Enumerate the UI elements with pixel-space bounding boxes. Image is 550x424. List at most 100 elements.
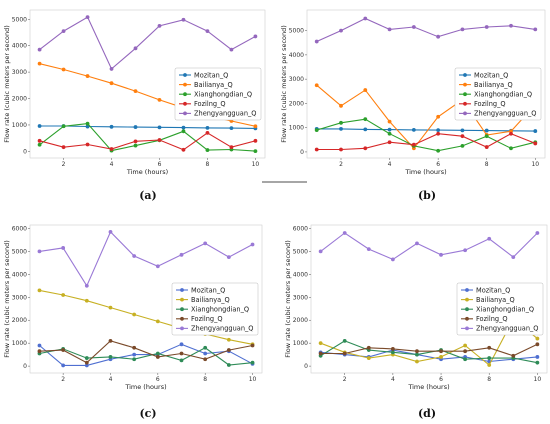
x-tick-label: 10	[252, 161, 260, 168]
data-point	[179, 358, 184, 363]
x-axis-label: Time (hours)	[404, 168, 446, 176]
legend-marker	[183, 111, 187, 116]
y-tick-label: 0	[23, 363, 27, 370]
legend-marker	[465, 288, 469, 292]
data-point	[205, 125, 210, 130]
series-line-Zhengyangguan_Q	[320, 232, 538, 261]
data-point	[318, 249, 323, 254]
legend-marker	[465, 297, 469, 302]
series-line-Fozilng_Q	[39, 340, 253, 364]
data-point	[226, 337, 231, 342]
data-point	[205, 148, 210, 152]
data-point	[533, 141, 538, 146]
data-point	[61, 29, 66, 34]
data-point	[314, 83, 319, 88]
data-point	[487, 356, 492, 360]
data-point	[253, 149, 258, 154]
data-point	[387, 140, 392, 145]
y-axis-label: Flow rate (cubic meters per second)	[3, 25, 11, 143]
legend	[454, 67, 542, 121]
series-line-Mozitan_Q	[39, 125, 256, 129]
data-point	[339, 103, 343, 108]
data-point	[314, 39, 319, 44]
data-point	[157, 138, 162, 142]
series-line-Mozitan_Q	[316, 128, 536, 132]
legend-marker	[180, 326, 184, 331]
chart-panel-3: 0 1000 2000 3000 4000 5000 6000 2 4 6 8 10 Time (hou…	[3, 224, 263, 420]
data-point	[533, 129, 538, 133]
legend-entry: Zhengyangguan_Q	[194, 110, 257, 118]
data-point	[155, 319, 160, 324]
data-point	[132, 352, 137, 357]
data-point	[179, 342, 184, 347]
data-point	[37, 47, 42, 52]
legend-entry: Zhengyangguan_Q	[191, 325, 254, 333]
legend-entry: Fozilng_Q	[194, 100, 226, 108]
data-point	[509, 23, 513, 28]
series-line-Zhengyangguan_Q	[316, 17, 536, 43]
data-point	[436, 128, 441, 132]
data-point	[363, 146, 368, 151]
data-point	[109, 124, 114, 129]
y-axis-label: Flow rate (cubic meters per second)	[280, 25, 288, 143]
y-tick-label: 4000	[289, 52, 304, 59]
data-point	[511, 353, 516, 358]
y-tick-label: 2000	[293, 317, 308, 324]
data-point	[250, 360, 255, 365]
data-point	[84, 283, 89, 288]
data-point	[415, 349, 419, 354]
data-point	[253, 138, 258, 143]
panel-label: (c)	[139, 407, 156, 420]
y-tick-label: 6000	[293, 225, 308, 232]
data-point	[250, 242, 255, 247]
y-tick-label: 3000	[12, 69, 27, 76]
data-point	[411, 127, 416, 132]
data-point	[314, 147, 319, 152]
data-point	[61, 246, 66, 250]
y-tick-label: 6000	[12, 225, 27, 232]
data-point	[133, 46, 138, 51]
legend-marker	[465, 326, 469, 331]
y-tick-label: 3000	[12, 294, 27, 301]
data-point	[109, 67, 114, 71]
legend	[456, 282, 544, 336]
data-point	[535, 360, 540, 365]
data-point	[363, 127, 368, 132]
legend-entry: Fozilng_Q	[476, 315, 508, 323]
data-point	[250, 343, 255, 348]
legend	[174, 67, 262, 121]
series-line-Zhengyangguan_Q	[39, 230, 253, 287]
x-tick-label: 2	[62, 161, 66, 168]
data-point	[37, 61, 42, 66]
data-point	[390, 347, 395, 351]
data-point	[181, 125, 186, 130]
data-point	[363, 117, 368, 122]
x-tick-label: 2	[339, 161, 343, 168]
legend-marker	[180, 307, 184, 312]
legend-marker	[180, 288, 184, 292]
x-tick-label: 8	[485, 161, 489, 168]
data-point	[387, 131, 392, 136]
data-point	[363, 88, 368, 92]
data-point	[436, 34, 441, 39]
legend-entry: Fozilng_Q	[191, 315, 223, 323]
data-point	[487, 345, 492, 350]
data-point	[387, 119, 392, 124]
data-point	[509, 146, 513, 151]
data-point	[157, 125, 162, 130]
data-point	[37, 288, 42, 293]
x-tick-label: 6	[439, 376, 443, 383]
y-tick-label: 2000	[12, 96, 27, 103]
data-point	[61, 293, 66, 297]
legend-entry: Bailianya_Q	[474, 81, 513, 89]
data-point	[342, 338, 347, 343]
y-axis-label: Flow rate (cubic meters per second)	[3, 240, 11, 358]
data-point	[61, 363, 66, 368]
x-tick-label: 10	[249, 376, 257, 383]
data-point	[460, 27, 465, 32]
data-point	[366, 247, 371, 251]
chart-panel-1: 0 1000 2000 3000 4000 5000 2 4 6 8 10 Time (hours) F…	[3, 9, 266, 202]
data-point	[61, 348, 66, 352]
y-tick-label: 1000	[289, 125, 304, 132]
series-line-Xianghongdian_Q	[39, 123, 256, 152]
